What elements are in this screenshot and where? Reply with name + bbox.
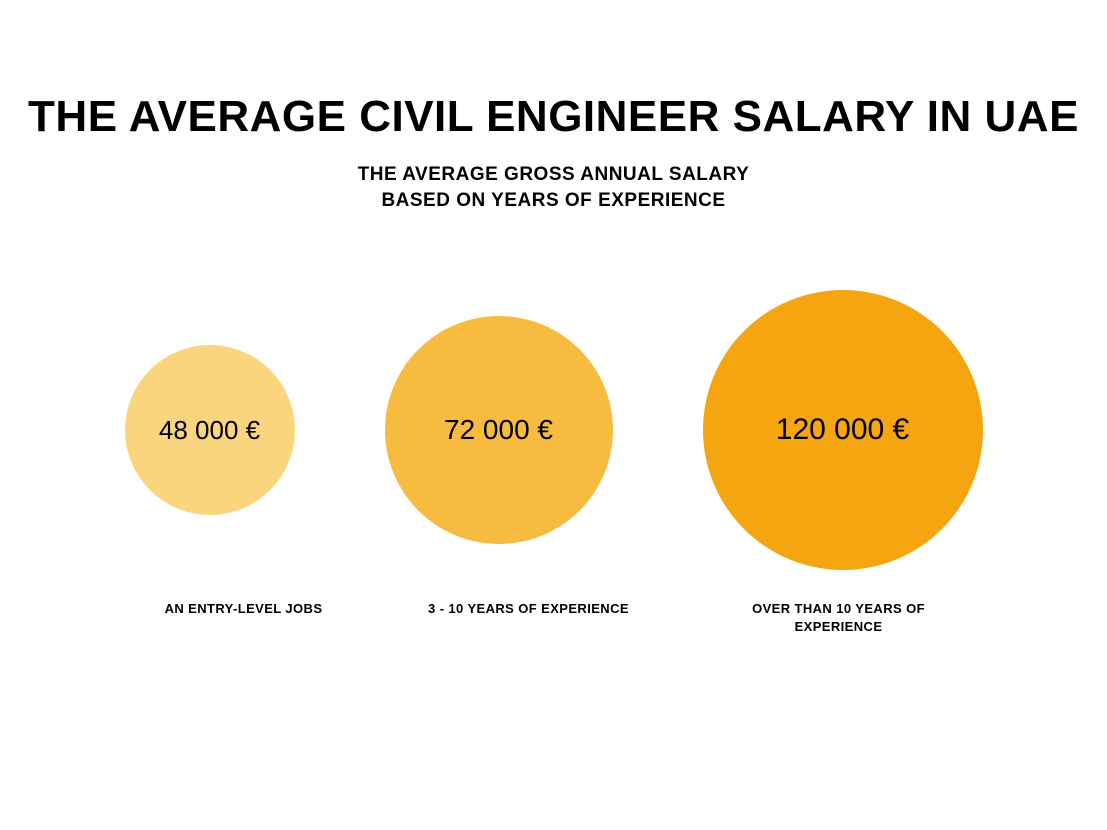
bubble-value-2: 120 000 €	[776, 413, 909, 447]
page-subtitle: THE AVERAGE GROSS ANNUAL SALARY BASED ON…	[0, 162, 1107, 213]
bubble-value-0: 48 000 €	[159, 415, 260, 446]
bubble-chart-row: 48 000 € 72 000 € 120 000 €	[0, 280, 1107, 580]
bubble-value-1: 72 000 €	[444, 414, 553, 446]
bubble-col-0: 48 000 €	[125, 280, 295, 580]
bubble-caption-0: AN ENTRY-LEVEL JOBS	[159, 600, 329, 618]
bubble-col-1: 72 000 €	[385, 280, 613, 580]
bubble-circle-2: 120 000 €	[703, 290, 983, 570]
bubble-circle-0: 48 000 €	[125, 345, 295, 515]
bubble-circle-1: 72 000 €	[385, 316, 613, 544]
bubble-caption-1: 3 - 10 YEARS OF EXPERIENCE	[419, 600, 639, 618]
captions-row: AN ENTRY-LEVEL JOBS 3 - 10 YEARS OF EXPE…	[0, 600, 1107, 635]
subtitle-line-2: BASED ON YEARS OF EXPERIENCE	[381, 190, 725, 211]
page-title: THE AVERAGE CIVIL ENGINEER SALARY IN UAE	[0, 92, 1107, 142]
bubble-caption-2: OVER THAN 10 YEARS OF EXPERIENCE	[729, 600, 949, 635]
bubble-col-2: 120 000 €	[703, 280, 983, 580]
subtitle-line-1: THE AVERAGE GROSS ANNUAL SALARY	[358, 164, 750, 185]
